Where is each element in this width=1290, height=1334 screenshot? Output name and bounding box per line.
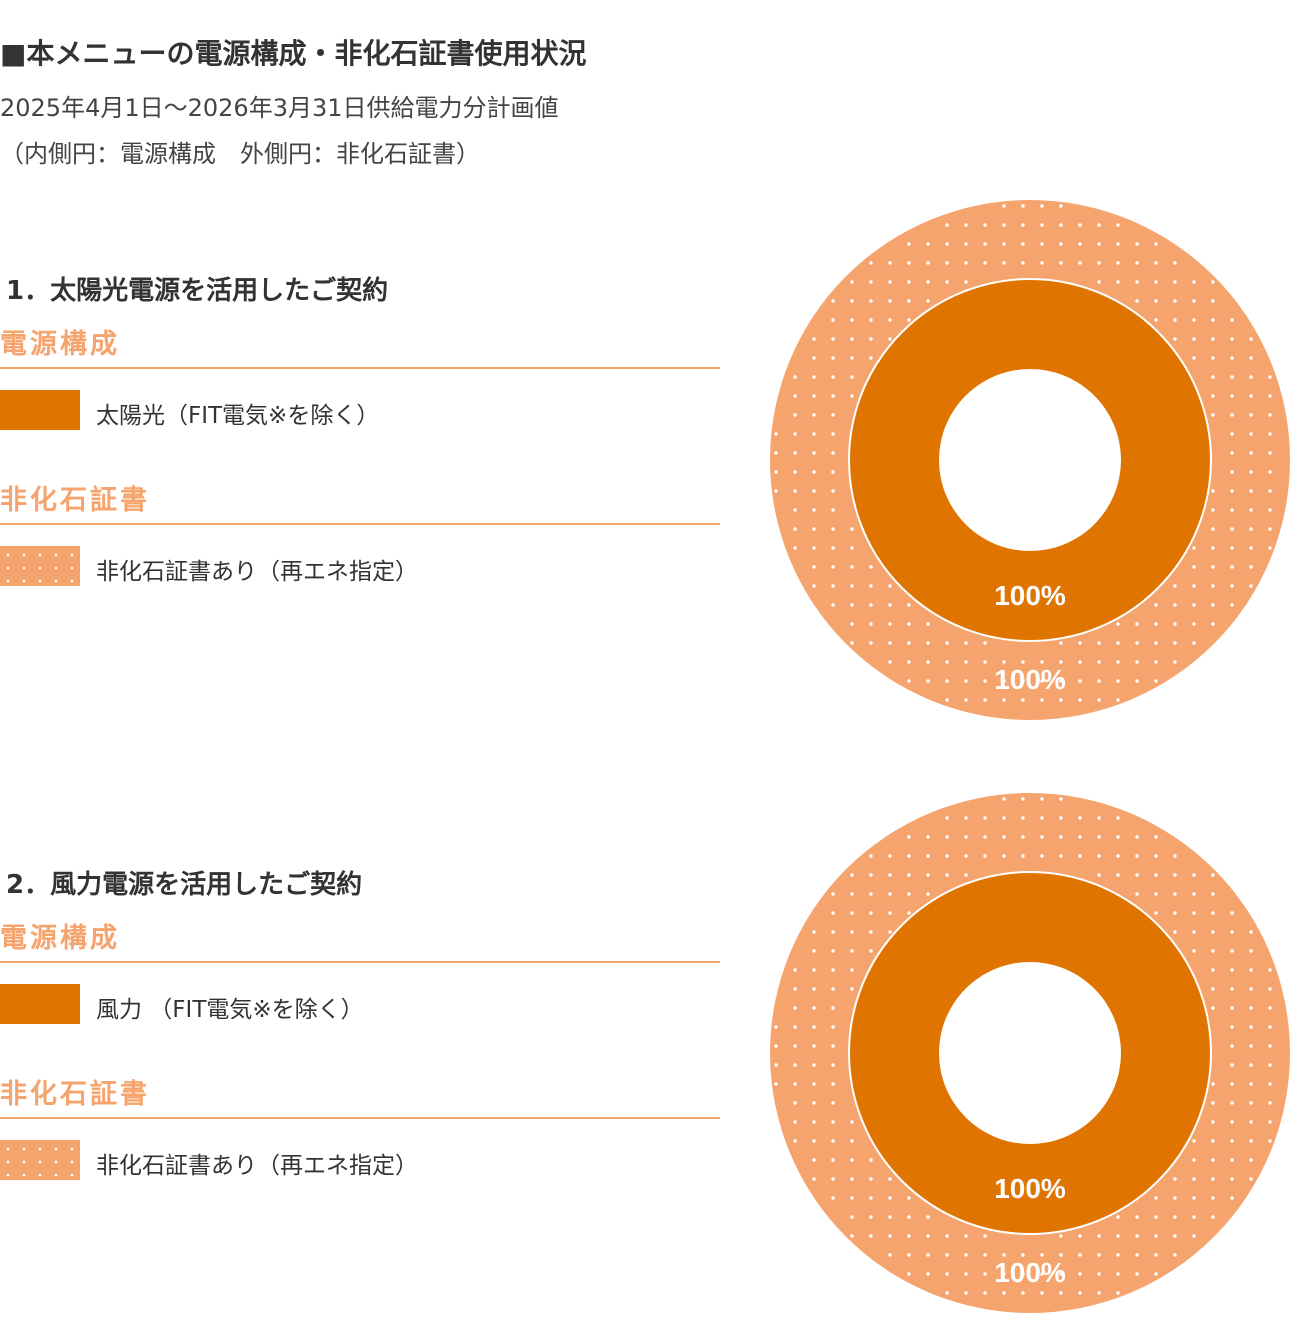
ring-note: （内側円：電源構成 外側円：非化石証書） [0, 140, 480, 168]
power-source-label: 太陽光（FIT電気※を除く） [96, 403, 380, 429]
outer-ring-slice [770, 793, 1290, 1313]
certificate-swatch [0, 546, 80, 586]
period-text: 2025年4月1日～2026年3月31日供給電力分計画値 [0, 94, 559, 122]
divider [0, 1117, 720, 1119]
inner-ring-label: 100% [994, 1173, 1066, 1204]
inner-ring-slice [849, 279, 1211, 641]
section-title: 2．風力電源を活用したご契約 [6, 870, 363, 900]
certificate-label: 非化石証書あり（再エネ指定） [96, 1153, 418, 1179]
power-source-swatch [0, 390, 80, 430]
outer-ring-dots [774, 204, 1272, 702]
outer-ring-label: 100% [994, 664, 1066, 695]
certificate-heading: 非化石証書 [0, 485, 150, 516]
power-source-label: 風力 （FIT電気※を除く） [96, 997, 364, 1023]
ring-separator [848, 278, 1212, 642]
power-source-heading: 電源構成 [0, 923, 120, 954]
inner-ring-label: 100% [994, 580, 1066, 611]
divider [0, 367, 720, 369]
certificate-swatch [0, 1140, 80, 1180]
section-title: 1．太陽光電源を活用したご契約 [6, 276, 389, 306]
power-source-heading: 電源構成 [0, 329, 120, 360]
outer-ring-label: 100% [994, 1257, 1066, 1288]
page-title: ■本メニューの電源構成・非化石証書使用状況 [0, 37, 587, 70]
inner-ring-slice [849, 872, 1211, 1234]
certificate-label: 非化石証書あり（再エネ指定） [96, 559, 418, 585]
power-source-swatch [0, 984, 80, 1024]
divider [0, 523, 720, 525]
divider [0, 961, 720, 963]
outer-ring-slice [770, 200, 1290, 720]
ring-separator [848, 871, 1212, 1235]
outer-ring-dots [774, 797, 1272, 1295]
donut-chart-solar: 100% 100% [770, 200, 1290, 720]
donut-chart-wind: 100% 100% [770, 793, 1290, 1313]
certificate-heading: 非化石証書 [0, 1079, 150, 1110]
